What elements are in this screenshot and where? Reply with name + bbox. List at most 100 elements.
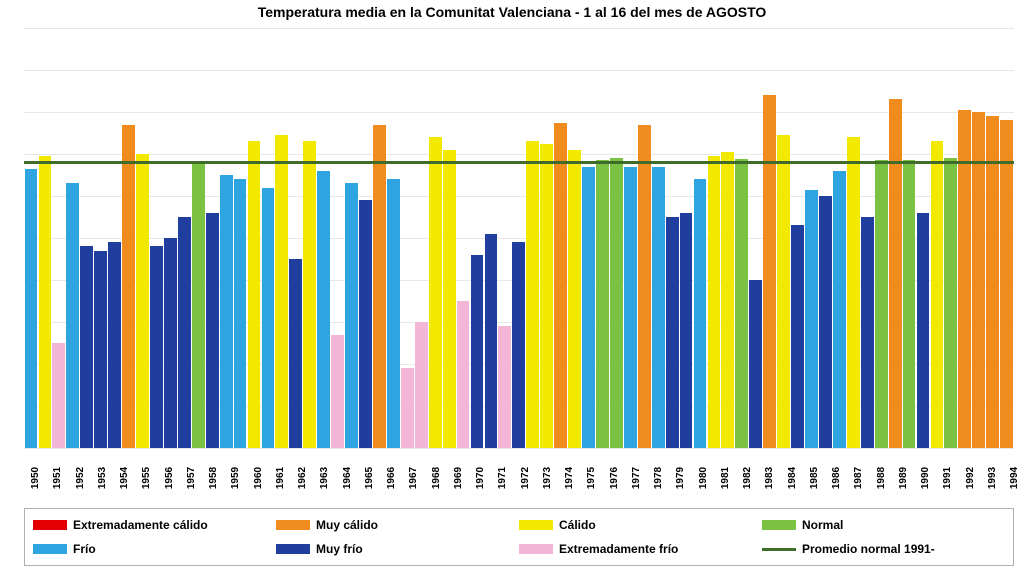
- legend-swatch: [33, 544, 67, 554]
- legend-swatch: [276, 544, 310, 554]
- bar-slot: [763, 28, 777, 448]
- bar: [526, 141, 539, 448]
- bar: [25, 169, 38, 448]
- bar: [429, 137, 442, 448]
- legend-label: Extremadamente frío: [559, 542, 678, 556]
- bar: [735, 159, 748, 448]
- bar-slot: [930, 28, 944, 448]
- legend-label: Normal: [802, 518, 843, 532]
- bar-slot: [874, 28, 888, 448]
- bar-slot: [818, 28, 832, 448]
- bar-slot: [108, 28, 122, 448]
- bar-slot: [972, 28, 986, 448]
- legend-swatch: [519, 544, 553, 554]
- bar-slot: [205, 28, 219, 448]
- bar-slot: [24, 28, 38, 448]
- bar-slot: [679, 28, 693, 448]
- bar: [610, 158, 623, 448]
- bar: [52, 343, 65, 448]
- legend-item: Frío: [33, 537, 276, 561]
- bar-slot: [609, 28, 623, 448]
- bar: [401, 368, 414, 448]
- legend-item: Muy frío: [276, 537, 519, 561]
- bar: [66, 183, 79, 448]
- bar: [861, 217, 874, 448]
- bar: [471, 255, 484, 448]
- bar-slot: [665, 28, 679, 448]
- bar-slot: [345, 28, 359, 448]
- bar-slot: [414, 28, 428, 448]
- bar-slot: [777, 28, 791, 448]
- bar-slot: [707, 28, 721, 448]
- bar: [345, 183, 358, 448]
- bar: [986, 116, 999, 448]
- bar: [582, 167, 595, 448]
- legend-item: Promedio normal 1991-: [762, 537, 1005, 561]
- bar: [805, 190, 818, 448]
- bar: [373, 125, 386, 448]
- legend-label: Promedio normal 1991-: [802, 542, 935, 556]
- bar: [652, 167, 665, 448]
- bar-slot: [832, 28, 846, 448]
- legend: Extremadamente cálido Muy cálidoCálido Nor…: [24, 508, 1014, 566]
- bar: [596, 160, 609, 448]
- bar-slot: [94, 28, 108, 448]
- bar-slot: [303, 28, 317, 448]
- bar-slot: [540, 28, 554, 448]
- bar-slot: [177, 28, 191, 448]
- bar: [39, 156, 52, 448]
- bar: [220, 175, 233, 448]
- legend-line-swatch: [762, 548, 796, 551]
- bar: [289, 259, 302, 448]
- bar-slot: [52, 28, 66, 448]
- bar-slot: [372, 28, 386, 448]
- bar-slot: [554, 28, 568, 448]
- bar: [262, 188, 275, 448]
- bar-slot: [317, 28, 331, 448]
- bar: [108, 242, 121, 448]
- legend-label: Muy frío: [316, 542, 363, 556]
- bar: [415, 322, 428, 448]
- bar-slot: [958, 28, 972, 448]
- bar: [303, 141, 316, 448]
- bar-slot: [456, 28, 470, 448]
- bar: [694, 179, 707, 448]
- legend-item: Cálido: [519, 513, 762, 537]
- bar: [917, 213, 930, 448]
- bar-slot: [400, 28, 414, 448]
- legend-label: Extremadamente cálido: [73, 518, 208, 532]
- bar: [192, 162, 205, 448]
- bar-slot: [902, 28, 916, 448]
- legend-item: Muy cálido: [276, 513, 519, 537]
- x-tick-label: 1995: [1006, 467, 1024, 489]
- legend-item: Extremadamente frío: [519, 537, 762, 561]
- bar: [122, 125, 135, 448]
- legend-swatch: [276, 520, 310, 530]
- bar-slot: [80, 28, 94, 448]
- gridline: [24, 448, 1014, 449]
- bar-slot: [735, 28, 749, 448]
- chart-title: Temperatura media en la Comunitat Valenc…: [0, 4, 1024, 20]
- bar-slot: [122, 28, 136, 448]
- bar-slot: [136, 28, 150, 448]
- bar: [317, 171, 330, 448]
- bar-slot: [219, 28, 233, 448]
- bar: [903, 160, 916, 448]
- bar-slot: [888, 28, 902, 448]
- bar-slot: [749, 28, 763, 448]
- bar-slot: [331, 28, 345, 448]
- bar-slot: [721, 28, 735, 448]
- bar-slot: [582, 28, 596, 448]
- bar-slot: [233, 28, 247, 448]
- legend-swatch: [762, 520, 796, 530]
- bar-slot: [191, 28, 205, 448]
- bar: [875, 160, 888, 448]
- bar-slot: [637, 28, 651, 448]
- legend-swatch: [33, 520, 67, 530]
- x-axis: 1950195119521953195419551956195719581959…: [24, 448, 1014, 508]
- bar: [889, 99, 902, 448]
- bar: [708, 156, 721, 448]
- bar-slot: [623, 28, 637, 448]
- bar-slot: [261, 28, 275, 448]
- bar: [680, 213, 693, 448]
